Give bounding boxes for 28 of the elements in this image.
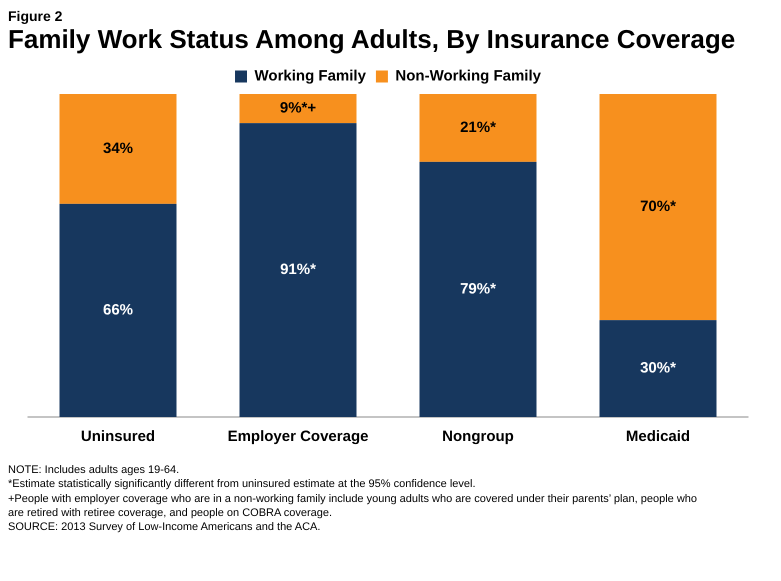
bar — [600, 94, 716, 320]
x-tick-label: Employer Coverage — [228, 428, 368, 446]
source-note: SOURCE: 2013 Survey of Low-Income Americans and the ACA. — [8, 520, 322, 534]
data-label: 79%* — [460, 280, 496, 298]
legend-label: Working Family — [254, 68, 367, 85]
bar — [240, 94, 356, 124]
data-label: 30%* — [640, 360, 676, 377]
data-label: 21%* — [460, 119, 496, 136]
text: NOTE: Includes adults ages 19-64. — [8, 463, 180, 478]
bar — [240, 123, 356, 417]
chart-title: Family Work Status Among Adults, By Insurance Coverage — [8, 24, 736, 55]
x-tick-label: Nongroup — [442, 428, 514, 446]
legend-label: Non-Working Family — [395, 68, 542, 85]
text: *Estimate statistically significantly different from uninsured estimate at the 95% confidence level. — [8, 477, 477, 492]
data-label: 9%*+ — [280, 100, 316, 117]
data-label: 91%* — [280, 261, 316, 278]
data-label: 34% — [102, 140, 134, 158]
text: +People with employer coverage who are in a non-working family include young adults who are covered under their parents’ plan, people who are retired with retiree coverage, and people on COBRA coverage. — [8, 492, 698, 520]
chart-subtitle: Figure 2 — [8, 8, 64, 24]
data-label: 66% — [102, 302, 134, 319]
bar — [420, 94, 536, 162]
bar — [60, 94, 176, 204]
bar — [420, 162, 536, 417]
x-tick-label: Medicaid — [626, 428, 690, 446]
data-label: 70%* — [640, 198, 676, 216]
x-tick-label: Uninsured — [80, 428, 156, 446]
bar — [60, 204, 176, 417]
bar — [600, 320, 716, 417]
